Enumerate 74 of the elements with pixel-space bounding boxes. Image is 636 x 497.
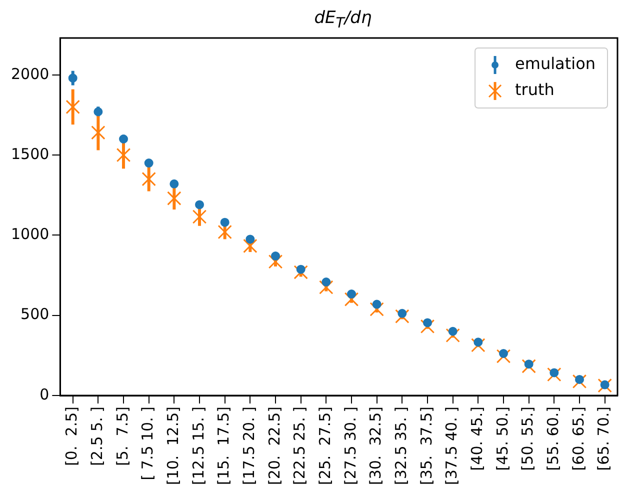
point bbox=[423, 318, 432, 328]
point bbox=[192, 210, 207, 224]
x-tick-label: [37.5 40. ] bbox=[442, 406, 461, 486]
x-tick-label: [22.5 25. ] bbox=[290, 406, 309, 486]
x-tick-label: [ 7.5 10. ] bbox=[138, 406, 157, 480]
x-tick-label: [17.5 20. ] bbox=[240, 406, 258, 486]
y-tick-label: 2000 bbox=[10, 64, 50, 83]
point bbox=[572, 374, 587, 389]
point bbox=[319, 280, 334, 294]
point bbox=[322, 278, 331, 286]
x-tick-label: [15. 17.5] bbox=[214, 406, 233, 486]
point bbox=[296, 264, 306, 274]
point bbox=[547, 367, 562, 382]
x-tick-label: [40. 45.] bbox=[468, 406, 486, 471]
x-tick-label: [27.5 30. ] bbox=[341, 406, 360, 486]
x-tick-label: [45. 50.] bbox=[493, 406, 512, 471]
x-tick-label: [50. 55.] bbox=[518, 406, 537, 471]
point bbox=[220, 218, 230, 227]
point bbox=[91, 125, 106, 140]
legend-label: truth bbox=[515, 80, 554, 100]
x-tick-label: [12.5 15. ] bbox=[189, 406, 208, 486]
x-tick-label: [20. 22.5] bbox=[265, 406, 284, 486]
point bbox=[170, 179, 179, 188]
point bbox=[420, 319, 435, 334]
point bbox=[94, 107, 103, 116]
point bbox=[474, 338, 483, 347]
x-tick-label: [60. 65.] bbox=[569, 406, 588, 471]
x-tick-label: [32.5 35. ] bbox=[392, 406, 410, 486]
point bbox=[119, 134, 128, 144]
point bbox=[600, 380, 610, 390]
legend-label: emulation bbox=[515, 54, 596, 74]
point bbox=[294, 265, 308, 280]
point bbox=[116, 148, 131, 162]
point bbox=[271, 252, 280, 261]
point bbox=[471, 338, 486, 352]
point bbox=[344, 292, 359, 306]
point bbox=[246, 234, 255, 244]
point bbox=[68, 74, 78, 83]
x-tick-label: [35. 37.5] bbox=[417, 406, 436, 486]
chart-title: dE$_{T}$/dη bbox=[313, 8, 373, 32]
point bbox=[550, 368, 559, 378]
x-tick-label: [0. 2.5] bbox=[62, 406, 81, 466]
x-tick-label: [25. 27.5] bbox=[316, 406, 334, 486]
point bbox=[395, 309, 410, 324]
point bbox=[448, 326, 458, 336]
y-tick-label: 500 bbox=[20, 305, 50, 324]
point bbox=[370, 302, 384, 316]
point bbox=[142, 172, 156, 186]
x-tick-label: [65. 70.] bbox=[594, 406, 613, 471]
point bbox=[499, 349, 508, 358]
point bbox=[195, 200, 204, 210]
point bbox=[372, 300, 382, 309]
point bbox=[218, 224, 232, 240]
point bbox=[243, 238, 258, 254]
point bbox=[398, 308, 407, 318]
y-tick-label: 1500 bbox=[10, 144, 50, 163]
point bbox=[144, 158, 154, 168]
point bbox=[496, 349, 511, 364]
point bbox=[446, 328, 460, 342]
point bbox=[347, 290, 356, 299]
point bbox=[598, 378, 612, 393]
x-tick-label: [2.5 5. ] bbox=[88, 406, 106, 466]
point bbox=[167, 191, 182, 206]
x-tick-label: [10. 12.5] bbox=[164, 406, 182, 486]
point bbox=[268, 254, 283, 269]
point bbox=[66, 100, 80, 114]
point bbox=[524, 360, 534, 369]
point bbox=[522, 359, 536, 374]
x-tick-label: [55. 60.] bbox=[544, 406, 562, 471]
point bbox=[575, 374, 584, 384]
x-tick-label: [30. 32.5] bbox=[366, 406, 385, 486]
y-tick-label: 0 bbox=[40, 385, 50, 404]
y-tick-label: 1000 bbox=[10, 225, 50, 244]
x-tick-label: [5. 7.5] bbox=[113, 406, 132, 466]
